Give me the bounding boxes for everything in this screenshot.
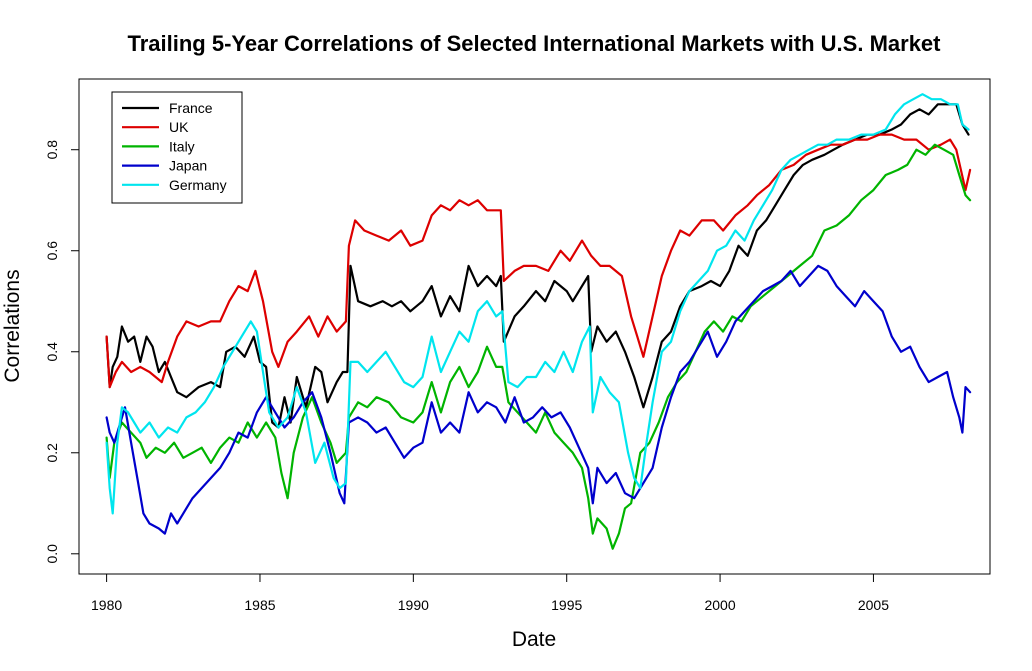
y-axis: 0.0 0.2 0.4 0.6 0.8 [44, 140, 80, 564]
y-tick-label: 0.0 [44, 544, 60, 564]
series-line-4 [105, 93, 970, 515]
legend-label: Japan [169, 158, 207, 174]
x-tick-label: 2005 [858, 597, 889, 613]
x-tick-label: 1980 [91, 597, 122, 613]
x-axis: 1980 1985 1990 1995 2000 2005 [91, 573, 889, 613]
series-line-0 [105, 103, 970, 429]
x-tick-label: 1985 [244, 597, 275, 613]
legend-label: Germany [169, 177, 227, 193]
series-line-3 [105, 264, 972, 535]
legend-label: UK [169, 119, 189, 135]
series-line-1 [105, 133, 972, 389]
x-axis-label: Date [512, 628, 556, 651]
x-tick-label: 1995 [551, 597, 582, 613]
legend-label: France [169, 100, 213, 116]
chart-title: Trailing 5-Year Correlations of Selected… [127, 31, 941, 56]
y-tick-label: 0.2 [44, 443, 60, 463]
y-axis-label: Correlations [1, 269, 24, 382]
legend-label: Italy [169, 138, 195, 154]
y-tick-label: 0.8 [44, 140, 60, 160]
y-tick-label: 0.4 [44, 342, 60, 362]
x-tick-label: 1990 [398, 597, 429, 613]
legend: France UK Italy Japan Germany [111, 91, 243, 204]
series-group [105, 93, 972, 550]
x-tick-label: 2000 [704, 597, 735, 613]
y-tick-label: 0.6 [44, 241, 60, 261]
